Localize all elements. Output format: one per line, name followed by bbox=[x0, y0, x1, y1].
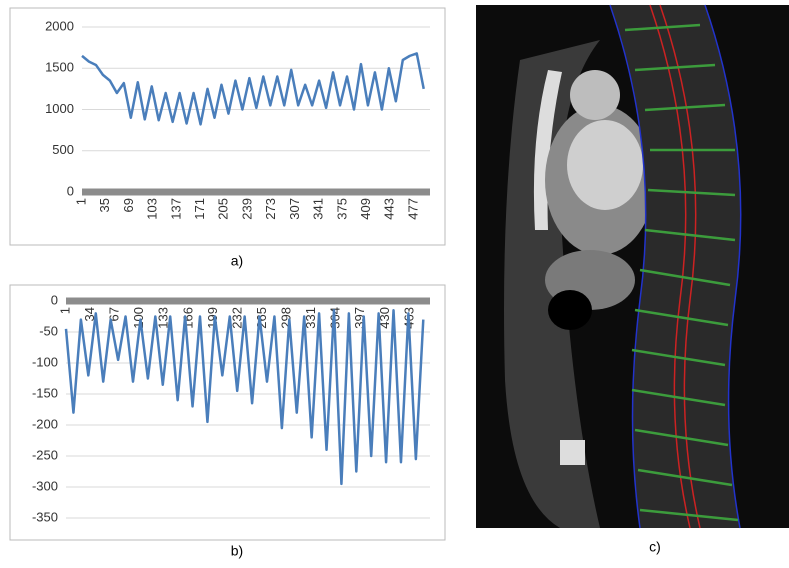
x-tick-label: 100 bbox=[131, 307, 146, 329]
x-tick-label: 35 bbox=[97, 198, 112, 212]
y-tick-label: -100 bbox=[32, 354, 58, 369]
x-tick-label: 103 bbox=[145, 198, 160, 220]
x-tick-label: 443 bbox=[382, 198, 397, 220]
x-tick-label: 232 bbox=[229, 307, 244, 329]
y-tick-label: 0 bbox=[67, 183, 74, 198]
x-tick-label: 137 bbox=[168, 198, 183, 220]
y-tick-label: -350 bbox=[32, 509, 58, 524]
y-tick-label: 0 bbox=[51, 292, 58, 307]
y-tick-label: 1500 bbox=[45, 60, 74, 75]
y-tick-label: 500 bbox=[52, 142, 74, 157]
x-tick-label: 171 bbox=[192, 198, 207, 220]
y-tick-label: 2000 bbox=[45, 18, 74, 33]
x-tick-label: 133 bbox=[156, 307, 171, 329]
x-tick-label: 307 bbox=[287, 198, 302, 220]
line-series bbox=[64, 309, 425, 486]
y-tick-label: -150 bbox=[32, 385, 58, 400]
x-tick-label: 67 bbox=[107, 307, 122, 321]
caption: a) bbox=[231, 253, 243, 269]
x-tick-label: 34 bbox=[82, 307, 97, 321]
x-tick-label: 1 bbox=[57, 307, 72, 314]
x-tick-label: 199 bbox=[205, 307, 220, 329]
x-tick-label: 69 bbox=[121, 198, 136, 212]
y-tick-label: 1000 bbox=[45, 101, 74, 116]
y-tick-label: -300 bbox=[32, 478, 58, 493]
y-tick-label: -50 bbox=[39, 323, 58, 338]
x-tick-label: 298 bbox=[279, 307, 294, 329]
x-tick-label: 205 bbox=[216, 198, 231, 220]
line-series bbox=[81, 52, 425, 126]
x-tick-label: 430 bbox=[377, 307, 392, 329]
caption: b) bbox=[231, 543, 243, 559]
chart-frame bbox=[9, 7, 446, 246]
x-tick-label: 409 bbox=[358, 198, 373, 220]
x-tick-label: 375 bbox=[334, 198, 349, 220]
x-tick-label: 273 bbox=[263, 198, 278, 220]
x-tick-label: 239 bbox=[239, 198, 254, 220]
x-tick-label: 477 bbox=[405, 198, 420, 220]
y-tick-label: -200 bbox=[32, 416, 58, 431]
x-tick-label: 331 bbox=[303, 307, 318, 329]
y-tick-label: -250 bbox=[32, 447, 58, 462]
caption: c) bbox=[649, 539, 661, 555]
x-tick-label: 166 bbox=[180, 307, 195, 329]
ct-image bbox=[476, 4, 789, 529]
x-tick-label: 341 bbox=[311, 198, 326, 220]
x-tick-label: 1 bbox=[73, 198, 88, 205]
